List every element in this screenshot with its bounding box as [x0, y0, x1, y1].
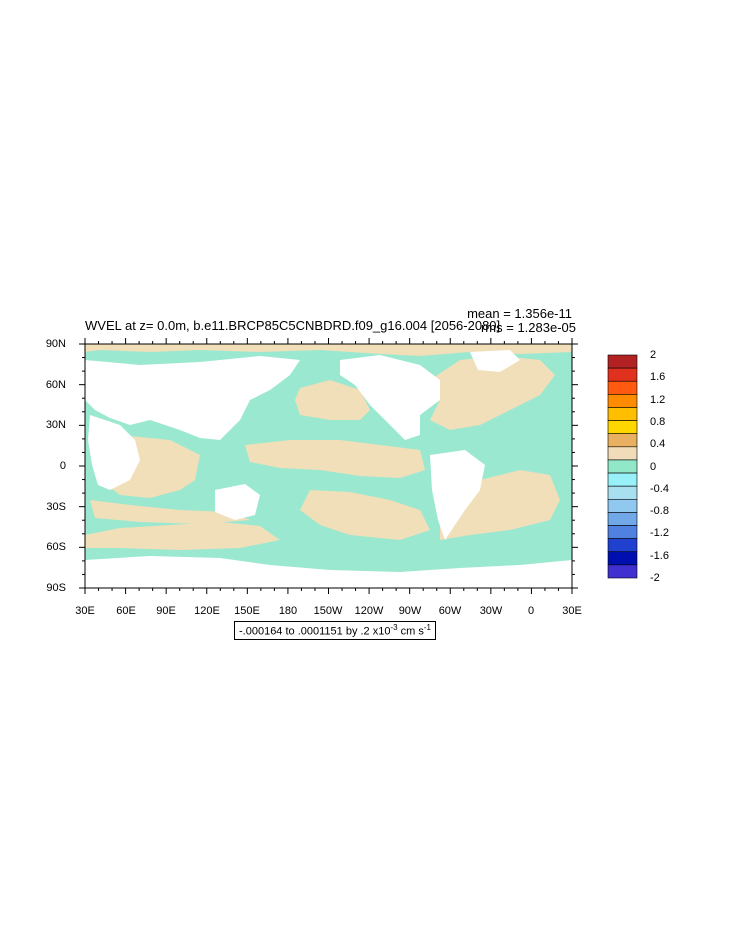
colorbar-box — [607, 367, 638, 382]
plot-title: WVEL at z= 0.0m, b.e11.BRCP85C5CNBDRD.f0… — [85, 318, 501, 333]
eurasia-land — [85, 356, 300, 440]
lat-label-30n: 30N — [45, 419, 66, 431]
range-exponent: -3 — [390, 623, 398, 632]
lon-label-180: 180 — [278, 605, 298, 617]
colorbar-box — [607, 485, 638, 500]
lon-label-120e: 120E — [194, 605, 220, 617]
colorbar-box — [607, 459, 638, 474]
colorbar-label: -0.8 — [650, 505, 669, 518]
colorbar-box — [607, 564, 638, 579]
rms-stat: rms = 1.283e-05 — [480, 320, 576, 335]
range-unit-exponent: -1 — [423, 623, 432, 632]
lon-label-30e: 30E — [75, 605, 95, 617]
antarctica-land — [85, 556, 572, 588]
colorbar-box — [607, 538, 638, 553]
north-atlantic-positive — [430, 356, 555, 430]
map-field — [85, 344, 572, 588]
range-box: -.000164 to .0001151 by .2 x10-3 cm s-1 — [234, 621, 437, 640]
lat-label-90n: 90N — [45, 338, 66, 350]
greenland-land — [470, 350, 520, 372]
colorbar-box — [607, 394, 638, 408]
lon-label-90w: 90W — [398, 605, 422, 617]
south-america-land — [430, 450, 485, 540]
colorbar-box — [607, 525, 638, 539]
arctic-positive-region — [85, 344, 572, 356]
equatorial-pacific-positive — [245, 440, 425, 478]
colorbar-label: 0 — [650, 460, 657, 473]
colorbar-box — [607, 512, 638, 526]
lon-label-90e: 90E — [156, 605, 176, 617]
australia-land — [215, 484, 260, 520]
colorbar-label: 1.6 — [650, 371, 666, 384]
lon-label-60e: 60E — [116, 605, 136, 617]
colorbar-label: -1.6 — [650, 549, 669, 562]
map-ticks — [79, 338, 578, 594]
colorbar-box — [607, 472, 638, 487]
range-prefix: -.000164 to .0001151 by .2 x10 — [239, 625, 391, 638]
colorbar-box — [607, 551, 638, 566]
colorbar-label: 2 — [650, 349, 657, 361]
lat-label-60s: 60S — [46, 541, 66, 553]
mean-stat: mean = 1.356e-11 — [467, 306, 572, 321]
south-indian-positive — [90, 500, 250, 524]
lat-label-30s: 30S — [46, 501, 66, 513]
north-america-land — [340, 355, 440, 440]
south-pacific-positive — [300, 490, 430, 540]
colorbar-label: -0.4 — [650, 482, 669, 495]
colorbar-box — [607, 498, 638, 513]
africa-land — [88, 415, 140, 490]
range-unit: cm s — [397, 625, 424, 638]
colorbar-box — [607, 420, 638, 435]
lon-label-30w: 30W — [479, 605, 503, 617]
colorbar-box — [607, 407, 638, 421]
lat-label-90s: 90S — [46, 582, 66, 594]
colorbar-label: 0.8 — [650, 415, 666, 428]
colorbar-label: -1.2 — [650, 527, 669, 540]
lon-label-30e-right: 30E — [562, 605, 582, 617]
lon-label-150w: 150W — [313, 605, 343, 617]
southern-ocean-positive — [85, 522, 280, 550]
lat-label-eq: 0 — [59, 460, 66, 472]
colorbar-label: 0.4 — [650, 438, 666, 451]
lon-label-0: 0 — [527, 605, 535, 617]
lon-label-60w: 60W — [438, 605, 462, 617]
colorbar-box — [607, 433, 638, 448]
colorbar — [607, 354, 638, 579]
colorbar-label: 1.2 — [650, 393, 666, 406]
colorbar-box — [607, 446, 638, 461]
colorbar-box — [607, 354, 638, 369]
colorbar-label: -2 — [650, 572, 660, 584]
lon-label-120w: 120W — [354, 605, 384, 617]
lon-label-150e: 150E — [234, 605, 260, 617]
north-pacific-positive — [295, 380, 370, 420]
lat-label-60n: 60N — [45, 379, 66, 391]
colorbar-box — [607, 380, 638, 395]
